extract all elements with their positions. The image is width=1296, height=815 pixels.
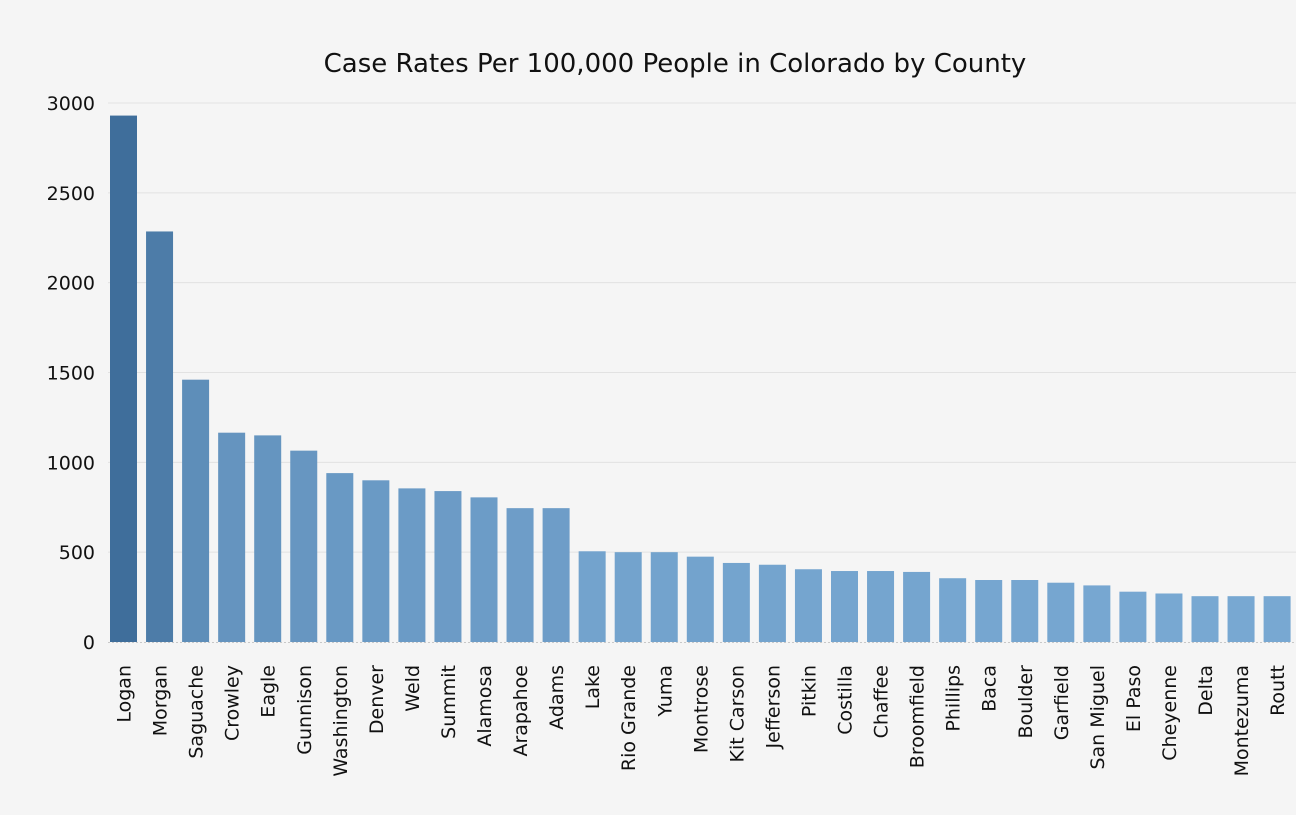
x-tick-label-morgan: Morgan	[150, 665, 172, 736]
x-tick-label-adams: Adams	[546, 665, 568, 730]
x-tick-label-logan: Logan	[114, 665, 136, 723]
bar-alamosa	[470, 497, 498, 642]
y-tick-label: 1000	[47, 452, 95, 474]
bar-crowley	[218, 432, 246, 642]
x-tick-label-washington: Washington	[330, 665, 352, 777]
x-tick-label-jefferson: Jefferson	[762, 665, 784, 749]
bar-yuma	[650, 552, 678, 642]
x-tick-label-lake: Lake	[582, 665, 604, 709]
bar-delta	[1191, 596, 1219, 642]
bar-logan	[110, 115, 137, 642]
x-tick-label-montezuma: Montezuma	[1231, 665, 1253, 776]
bar-washington	[326, 473, 354, 642]
bar-montrose	[686, 556, 714, 642]
x-tick-label-yuma: Yuma	[654, 665, 676, 718]
x-tick-label-weld: Weld	[402, 665, 424, 712]
bar-eagle	[254, 435, 282, 642]
x-tick-label-broomfield: Broomfield	[907, 665, 929, 768]
bar-adams	[542, 508, 570, 642]
x-tick-label-denver: Denver	[366, 665, 388, 734]
bar-san-miguel	[1083, 585, 1111, 642]
bar-summit	[434, 491, 462, 642]
x-tick-label-chaffee: Chaffee	[871, 665, 893, 738]
y-tick-label: 500	[59, 542, 95, 564]
x-tick-label-san-miguel: San Miguel	[1087, 665, 1109, 770]
bar-routt	[1263, 596, 1291, 642]
bar-garfield	[1047, 582, 1075, 642]
bar-saguache	[182, 379, 210, 642]
bar-gunnison	[290, 450, 318, 642]
bar-baca	[975, 580, 1003, 642]
x-tick-label-costilla: Costilla	[835, 665, 857, 735]
x-tick-label-routt: Routt	[1267, 665, 1289, 716]
x-tick-label-boulder: Boulder	[1015, 665, 1037, 739]
x-tick-label-phillips: Phillips	[943, 665, 965, 732]
bar-phillips	[939, 578, 967, 642]
bar-broomfield	[903, 571, 931, 642]
x-tick-label-arapahoe: Arapahoe	[510, 665, 532, 757]
x-tick-label-el-paso: El Paso	[1123, 665, 1145, 732]
x-tick-label-eagle: Eagle	[258, 665, 280, 718]
y-tick-label: 1500	[47, 363, 95, 385]
chart-title: Case Rates Per 100,000 People in Colorad…	[324, 49, 1027, 79]
y-tick-label: 2000	[47, 273, 95, 295]
gridlines	[108, 102, 1296, 553]
bar-pitkin	[794, 569, 822, 642]
y-tick-label: 3000	[47, 93, 95, 115]
bar-montezuma	[1227, 596, 1255, 642]
bar-arapahoe	[506, 508, 534, 642]
bar-chaffee	[867, 571, 895, 642]
x-tick-label-delta: Delta	[1195, 665, 1217, 716]
x-tick-label-kit-carson: Kit Carson	[726, 665, 748, 763]
bar-kit-carson	[722, 562, 750, 642]
x-tick-label-summit: Summit	[438, 665, 460, 739]
bar-jefferson	[758, 564, 786, 642]
x-tick-label-gunnison: Gunnison	[294, 665, 316, 755]
y-tick-label: 0	[83, 632, 95, 654]
x-axis-category-labels: Logan Morgan Saguache Crowley Eagle Gunnison W…	[114, 665, 1290, 777]
bar-denver	[362, 480, 390, 642]
bar-boulder	[1011, 580, 1039, 642]
x-tick-label-montrose: Montrose	[690, 665, 712, 753]
x-tick-label-crowley: Crowley	[222, 665, 244, 741]
bar-morgan	[146, 231, 174, 642]
x-tick-label-cheyenne: Cheyenne	[1159, 665, 1181, 761]
x-tick-label-baca: Baca	[979, 665, 1001, 712]
bar-weld	[398, 488, 426, 642]
bar-lake	[578, 551, 606, 642]
x-tick-label-pitkin: Pitkin	[798, 665, 820, 717]
bar-rio-grande	[614, 552, 642, 642]
x-tick-label-saguache: Saguache	[186, 665, 208, 759]
y-tick-label: 2500	[47, 183, 95, 205]
y-axis-ticks: 0 500 1000 1500 2000 2500 3000	[47, 93, 95, 654]
bars	[110, 115, 1291, 642]
bar-el-paso	[1119, 591, 1147, 642]
x-tick-label-alamosa: Alamosa	[474, 665, 496, 747]
x-tick-label-rio-grande: Rio Grande	[618, 665, 640, 771]
x-tick-label-garfield: Garfield	[1051, 665, 1073, 740]
bar-cheyenne	[1155, 593, 1183, 642]
bar-costilla	[831, 571, 858, 642]
